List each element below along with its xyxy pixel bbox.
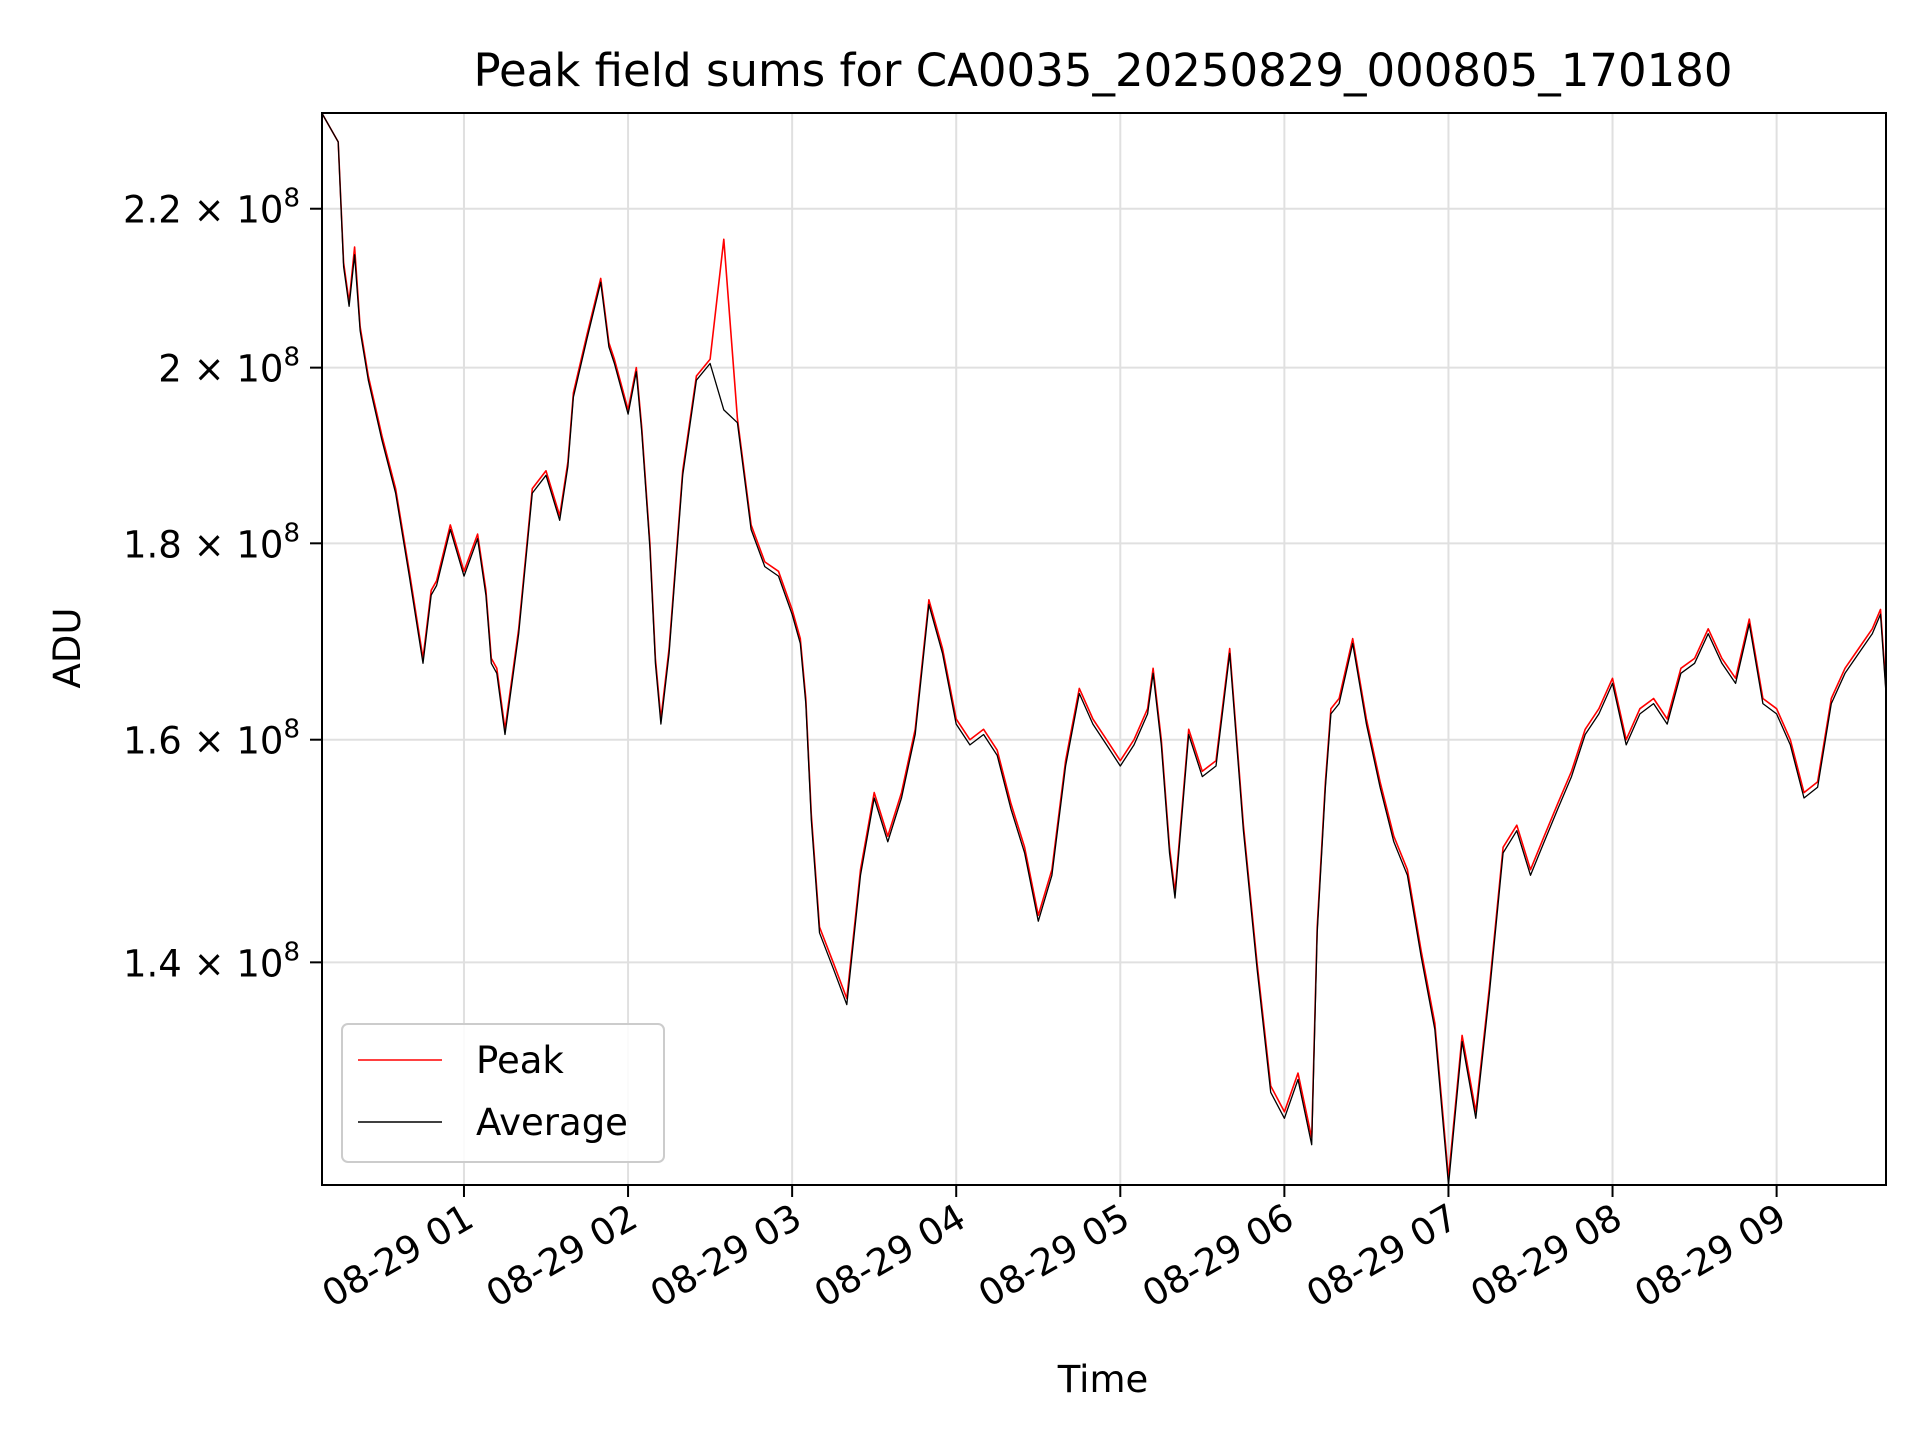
x-tick-label: 08-29 06 (1135, 1196, 1301, 1316)
y-tick-label: 2 × 108 (158, 343, 300, 391)
y-tick-label: 1.4 × 108 (123, 937, 300, 985)
series-layer (321, 112, 1887, 1186)
chart-title: Peak field sums for CA0035_20250829_0008… (473, 44, 1732, 97)
legend-label-average: Average (476, 1101, 628, 1144)
x-tick-label: 08-29 05 (971, 1196, 1137, 1316)
legend-box (341, 1023, 665, 1163)
y-ticks: 1.4 × 108 1.6 × 108 1.8 × 108 2 × 108 2.2 × … (123, 184, 322, 985)
x-gridlines (462, 113, 1778, 1185)
x-tick-label: 08-29 07 (1299, 1196, 1465, 1316)
x-tick-label: 08-29 01 (315, 1196, 481, 1316)
y-axis-label: ADU (46, 608, 89, 689)
x-tick-label: 08-29 03 (643, 1196, 809, 1316)
legend: Peak Average (341, 1023, 665, 1163)
plot-frame (321, 112, 1887, 1186)
x-tick-label: 08-29 08 (1463, 1196, 1629, 1316)
y-tick-label: 1.8 × 108 (123, 518, 300, 566)
y-tick-label: 2.2 × 108 (123, 184, 300, 232)
y-tick-label: 1.6 × 108 (123, 715, 300, 763)
x-axis-label: Time (1057, 1358, 1149, 1401)
x-tick-label: 08-29 09 (1628, 1196, 1794, 1316)
y-gridlines (322, 207, 1886, 964)
series-line-average (321, 112, 1887, 1186)
x-tick-label: 08-29 02 (479, 1196, 645, 1316)
x-tick-label: 08-29 04 (807, 1196, 973, 1316)
series-line-peak (321, 112, 1887, 1179)
legend-label-peak: Peak (476, 1039, 564, 1082)
